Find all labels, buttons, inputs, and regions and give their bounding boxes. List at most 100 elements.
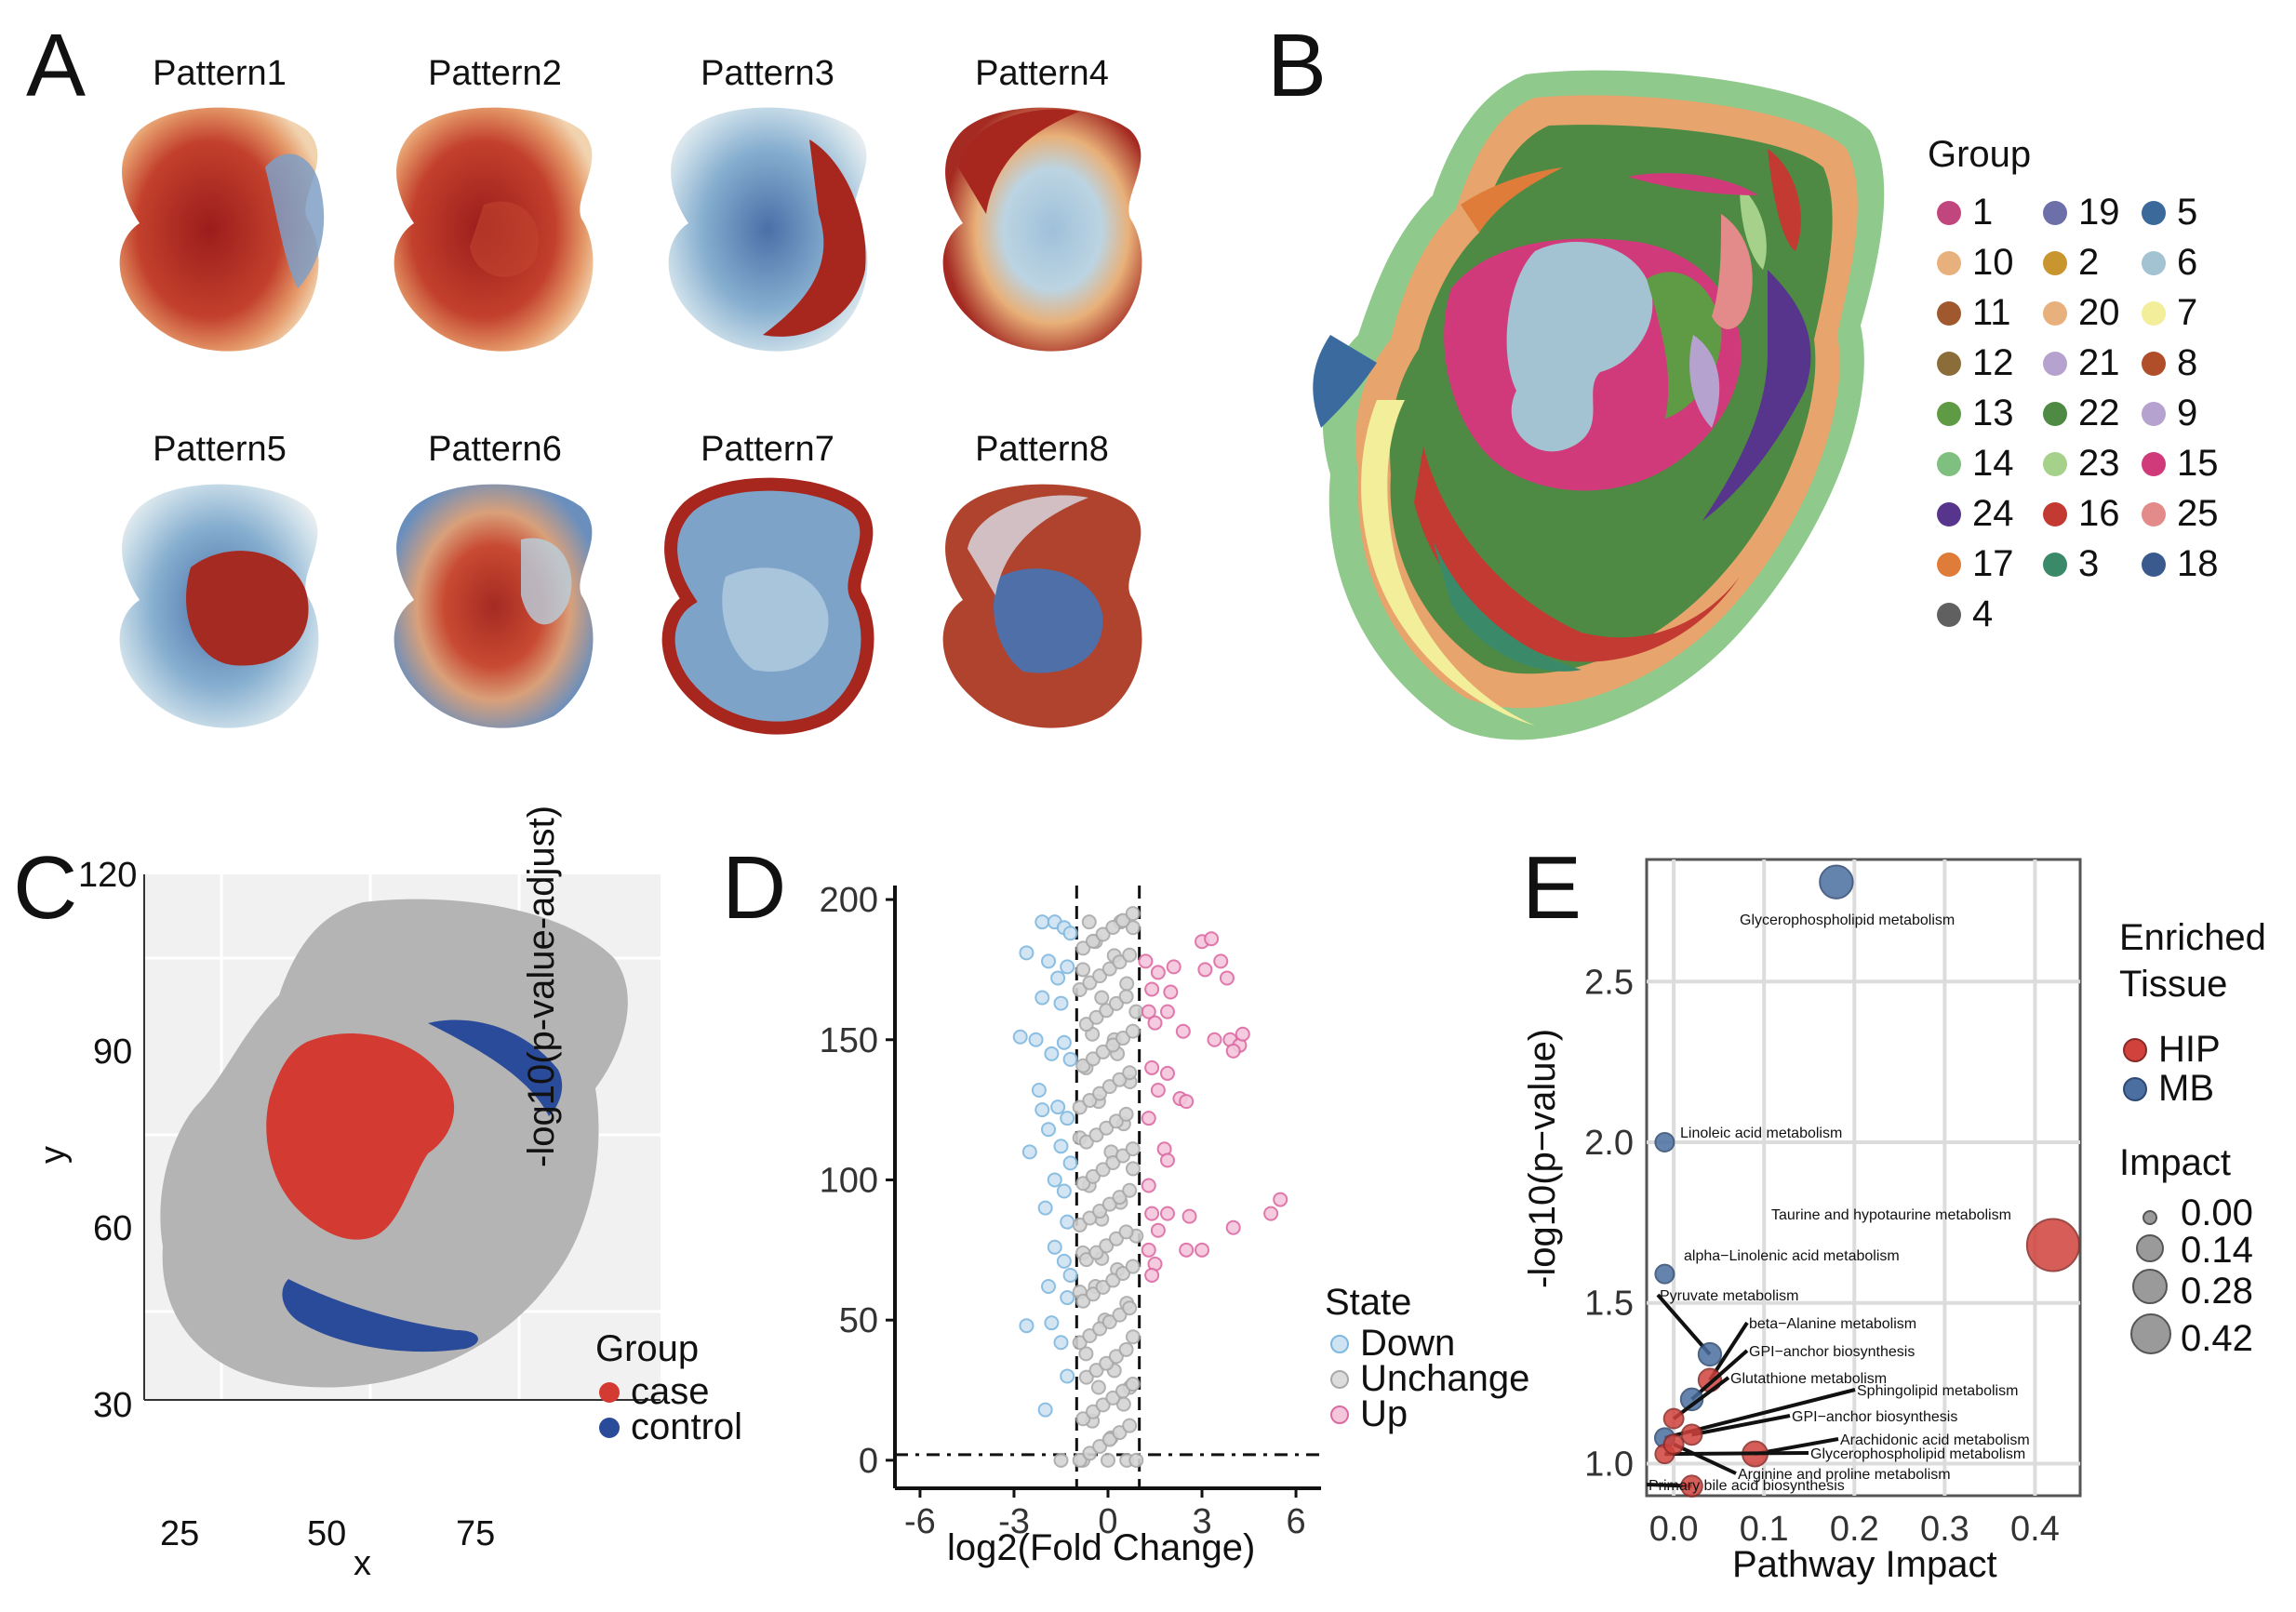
panel-c-control-region-2 bbox=[282, 1279, 478, 1352]
d-point-up bbox=[1197, 962, 1213, 978]
d-point-down bbox=[1050, 970, 1066, 986]
pattern4-map bbox=[942, 107, 1142, 352]
d-point-unchange-dense bbox=[1095, 1397, 1111, 1413]
d-point-unchange-dense bbox=[1072, 1217, 1088, 1232]
d-point-down bbox=[1035, 1102, 1050, 1118]
d-point-unchange bbox=[1081, 914, 1097, 930]
d-point-unchange-dense bbox=[1112, 1190, 1128, 1206]
e-bubble-label: Sphingolipid metabolism bbox=[1857, 1383, 2018, 1399]
legend-b-label: 13 bbox=[1972, 393, 2014, 433]
d-point-down bbox=[1044, 1046, 1060, 1061]
legend-b-group-12: 12 bbox=[1937, 342, 2014, 384]
legend-b-label: 6 bbox=[2177, 242, 2198, 283]
pattern8-title: Pattern8 bbox=[975, 430, 1109, 469]
d-point-unchange-dense bbox=[1072, 1335, 1088, 1351]
d-point-unchange-dense bbox=[1088, 1363, 1104, 1379]
d-point-unchange-dense bbox=[1085, 933, 1101, 949]
d-point-unchange-dense bbox=[1072, 1452, 1088, 1468]
legend-b-group-13: 13 bbox=[1937, 393, 2014, 434]
d-point-up bbox=[1147, 1015, 1163, 1031]
panel-e-size-2: 0.28 bbox=[2130, 1269, 2253, 1313]
panel-c-ytick-120: 120 bbox=[78, 856, 138, 895]
panel-d-legend-title: State bbox=[1325, 1282, 1412, 1323]
e-leader-line bbox=[1664, 1451, 1809, 1457]
d-point-unchange-dense bbox=[1115, 1383, 1131, 1399]
pattern1-map bbox=[119, 107, 325, 352]
legend-b-label: 11 bbox=[1972, 292, 2011, 333]
down-swatch bbox=[1330, 1334, 1349, 1353]
d-point-unchange-dense bbox=[1082, 975, 1098, 991]
legend-b-label: 8 bbox=[2177, 342, 2198, 383]
legend-b-group-7: 7 bbox=[2142, 292, 2197, 334]
d-point-unchange-dense bbox=[1108, 995, 1124, 1011]
panel-c-legend-control: control bbox=[599, 1406, 742, 1448]
d-point-up bbox=[1219, 970, 1235, 986]
panel-c-xtick-50: 50 bbox=[307, 1514, 347, 1553]
d-point-down bbox=[1019, 945, 1035, 961]
d-point-unchange-dense bbox=[1078, 1369, 1094, 1385]
legend-b-label: 23 bbox=[2078, 443, 2120, 484]
e-leader-line bbox=[1691, 1414, 1791, 1437]
d-xtick-label: -3 bbox=[998, 1502, 1030, 1541]
d-point-down bbox=[1060, 1368, 1075, 1384]
legend-b-swatch bbox=[2142, 200, 2166, 225]
panel-e-size-title: Impact bbox=[2119, 1142, 2232, 1183]
panel-e-legend-title-2: Tissue bbox=[2119, 964, 2228, 1005]
d-point-unchange-dense bbox=[1075, 940, 1091, 956]
d-point-unchange-dense bbox=[1125, 1377, 1141, 1392]
d-point-unchange-dense bbox=[1122, 1300, 1138, 1316]
panel-c-letter: C bbox=[13, 838, 78, 938]
d-point-down bbox=[1056, 1034, 1072, 1050]
d-point-up bbox=[1175, 1023, 1191, 1039]
legend-b-swatch bbox=[2043, 300, 2067, 326]
e-bubble-label: Arachidonic acid metabolism bbox=[1840, 1432, 2030, 1448]
e-bubble-label: Pyruvate metabolism bbox=[1660, 1288, 1798, 1304]
pattern3-map bbox=[668, 107, 868, 352]
panel-a-letter: A bbox=[26, 16, 87, 115]
legend-b-group-1: 1 bbox=[1937, 192, 1993, 233]
e-bubble-label: Primary bile acid biosynthesis bbox=[1649, 1478, 1845, 1494]
legend-b-group-18: 18 bbox=[2142, 543, 2219, 585]
d-point-unchange-dense bbox=[1075, 1293, 1091, 1309]
legend-b-swatch bbox=[1937, 602, 1961, 627]
d-point-unchange-dense bbox=[1118, 1224, 1134, 1240]
panel-e-size-0: 0.00 bbox=[2130, 1192, 2253, 1234]
legend-b-swatch bbox=[2142, 300, 2166, 326]
legend-b-group-23: 23 bbox=[2043, 443, 2120, 485]
d-point-down bbox=[1062, 1155, 1078, 1171]
d-point-unchange-dense bbox=[1095, 1162, 1111, 1178]
pattern7-title: Pattern7 bbox=[701, 430, 834, 469]
d-point-unchange-dense bbox=[1085, 1051, 1101, 1067]
d-point-unchange-dense bbox=[1095, 1044, 1111, 1059]
legend-b-label: 25 bbox=[2177, 493, 2219, 534]
e-bubble bbox=[1680, 1474, 1703, 1498]
d-point-unchange-dense bbox=[1105, 1037, 1121, 1053]
e-bubble-label: Glycerophospholipid metabolism bbox=[1740, 913, 1955, 928]
d-point-unchange-dense bbox=[1122, 947, 1138, 963]
e-plot-frame bbox=[1645, 858, 2082, 1498]
legend-b-group-20: 20 bbox=[2043, 292, 2120, 334]
d-point-up bbox=[1163, 984, 1179, 1000]
d-point-up bbox=[1225, 1043, 1241, 1059]
legend-b-swatch bbox=[2043, 501, 2067, 526]
d-point-down bbox=[1056, 1183, 1072, 1199]
d-point-down bbox=[1060, 1111, 1075, 1126]
legend-b-label: 12 bbox=[1972, 342, 2014, 383]
d-point-down bbox=[1050, 1099, 1066, 1115]
d-point-up bbox=[1213, 953, 1229, 969]
d-point-unchange-dense bbox=[1082, 1210, 1098, 1226]
legend-b-swatch bbox=[2043, 250, 2067, 275]
panel-c-legend-title: Group bbox=[595, 1328, 700, 1369]
d-point-unchange-dense bbox=[1115, 1031, 1131, 1046]
d-ytick-label: 0 bbox=[859, 1442, 878, 1481]
panel-c-legend-case: case bbox=[599, 1371, 710, 1413]
legend-b-group-8: 8 bbox=[2142, 342, 2197, 384]
d-xtick-label: -6 bbox=[904, 1502, 936, 1541]
e-xtick-label: 0.3 bbox=[1920, 1510, 1969, 1549]
legend-b-group-22: 22 bbox=[2043, 393, 2120, 434]
d-point-unchange-dense bbox=[1085, 1404, 1101, 1419]
panel-c-ytick-30: 30 bbox=[93, 1386, 133, 1425]
d-point-unchange-dense bbox=[1088, 1245, 1104, 1260]
e-bubble-label: Glutathione metabolism bbox=[1730, 1371, 1887, 1387]
